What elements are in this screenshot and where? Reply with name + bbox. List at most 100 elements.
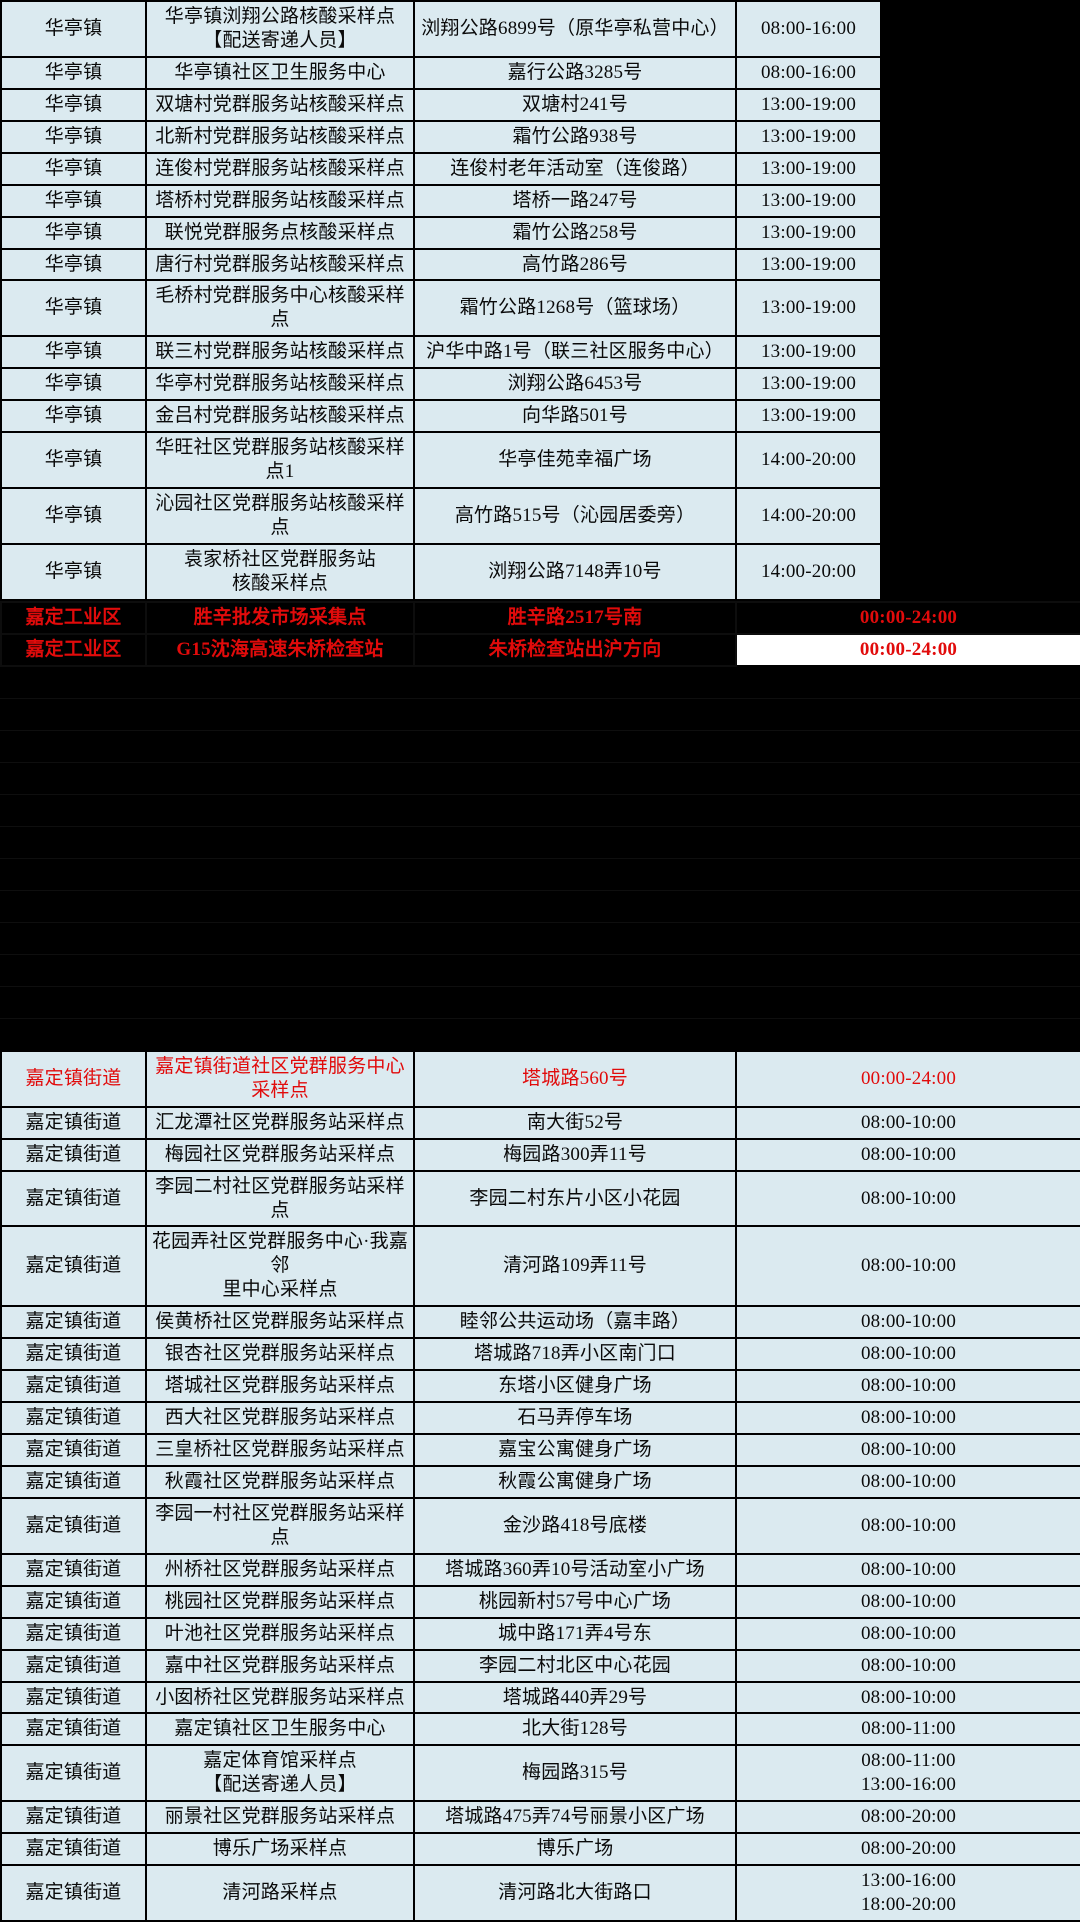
cell-town: 嘉定镇街道 [0, 1712, 147, 1747]
cell-time: 08:00-10:00 [735, 1433, 1080, 1467]
table-row: 华亭镇 华旺社区党群服务站核酸采样点1 华亭佳苑幸福广场 14:00-20:00 [0, 431, 882, 489]
table-row: 嘉定镇街道 州桥社区党群服务站采样点 塔城路360弄10号活动室小广场 08:00-1… [0, 1552, 1080, 1587]
cell-address: 秋霞公寓健身广场 [413, 1464, 737, 1499]
cell-time: 08:00-11:00 13:00-16:00 [735, 1744, 1080, 1803]
cell-time: 13:00-19:00 [735, 151, 882, 186]
table-row: 华亭镇 连俊村党群服务站核酸采样点 连俊村老年活动室（连俊路） 13:00-19:00 [0, 151, 882, 186]
cell-site-name: 丽景社区党群服务站采样点 [145, 1800, 415, 1835]
cell-address: 东塔小区健身广场 [413, 1369, 737, 1404]
cell-time: 13:00-16:00 18:00-20:00 [735, 1864, 1080, 1922]
cell-town: 嘉定镇街道 [0, 1225, 147, 1308]
cell-address: 李园二村北区中心花园 [413, 1648, 737, 1683]
cell-site-name: 州桥社区党群服务站采样点 [145, 1552, 415, 1587]
cell-town: 嘉定镇街道 [0, 1584, 147, 1619]
cell-address: 浏翔公路6453号 [413, 367, 737, 402]
cell-address: 高竹路286号 [413, 247, 737, 282]
cell-address: 向华路501号 [413, 399, 737, 434]
table-row: 嘉定工业区 胜辛批发市场采集点 胜辛路2517号南 00:00-24:00 [0, 600, 1080, 635]
cell-time: 08:00-10:00 [735, 1401, 1080, 1435]
cell-site-name: G15沈海高速朱桥检查站 [145, 632, 415, 667]
cell-town: 嘉定镇街道 [0, 1744, 147, 1803]
cell-address: 连俊村老年活动室（连俊路） [413, 151, 737, 186]
cell-site-name: 李园二村社区党群服务站采样点 [145, 1169, 415, 1228]
cell-site-name: 汇龙潭社区党群服务站采样点 [145, 1105, 415, 1140]
cell-time: 08:00-10:00 [735, 1305, 1080, 1340]
cell-town: 华亭镇 [0, 55, 147, 90]
cell-town: 嘉定镇街道 [0, 1105, 147, 1140]
cell-site-name: 小囡桥社区党群服务站采样点 [145, 1680, 415, 1715]
cell-town: 嘉定镇街道 [0, 1800, 147, 1835]
table-row: 嘉定镇街道 银杏社区党群服务站采样点 塔城路718弄小区南门口 08:00-10:00 [0, 1337, 1080, 1372]
cell-site-name: 侯黄桥社区党群服务站采样点 [145, 1305, 415, 1340]
cell-town: 嘉定镇街道 [0, 1049, 147, 1108]
cell-town: 嘉定镇街道 [0, 1305, 147, 1340]
cell-address: 嘉宝公寓健身广场 [413, 1433, 737, 1467]
cell-time: 00:00-24:00 [735, 632, 1080, 667]
cell-town: 华亭镇 [0, 367, 147, 402]
table-row: 华亭镇 毛桥村党群服务中心核酸采样点 霜竹公路1268号（篮球场） 13:00-19:… [0, 279, 882, 338]
cell-address: 塔城路560号 [413, 1049, 737, 1108]
cell-site-name: 北新村党群服务站核酸采样点 [145, 119, 415, 154]
cell-address: 塔城路440弄29号 [413, 1680, 737, 1715]
cell-site-name: 联三村党群服务站核酸采样点 [145, 335, 415, 370]
cell-town: 华亭镇 [0, 0, 147, 58]
cell-time: 14:00-20:00 [735, 487, 882, 545]
cell-time: 08:00-10:00 [735, 1169, 1080, 1228]
cell-town: 嘉定镇街道 [0, 1648, 147, 1683]
table-row: 嘉定镇街道 秋霞社区党群服务站采样点 秋霞公寓健身广场 08:00-10:00 [0, 1464, 1080, 1499]
cell-address: 李园二村东片小区小花园 [413, 1169, 737, 1228]
cell-site-name: 塔桥村党群服务站核酸采样点 [145, 183, 415, 218]
cell-time: 08:00-20:00 [735, 1832, 1080, 1867]
table-row: 华亭镇 华亭镇社区卫生服务中心 嘉行公路3285号 08:00-16:00 [0, 55, 882, 90]
cell-address: 清河路北大街路口 [413, 1864, 737, 1922]
cell-town: 华亭镇 [0, 335, 147, 370]
table-row: 嘉定镇街道 博乐广场采样点 博乐广场 08:00-20:00 [0, 1832, 1080, 1867]
table-row: 华亭镇 北新村党群服务站核酸采样点 霜竹公路938号 13:00-19:00 [0, 119, 882, 154]
cell-time: 13:00-19:00 [735, 399, 882, 434]
table-row: 嘉定镇街道 丽景社区党群服务站采样点 塔城路475弄74号丽景小区广场 08:00-2… [0, 1800, 1080, 1835]
table-row: 嘉定镇街道 嘉定镇街道社区党群服务中心 采样点 塔城路560号 00:00-24:00 [0, 1049, 1080, 1108]
industrial-zone-table: 嘉定工业区 胜辛批发市场采集点 胜辛路2517号南 00:00-24:00 嘉定工业区 G… [0, 600, 1080, 667]
cell-town: 嘉定镇街道 [0, 1832, 147, 1867]
cell-town: 嘉定镇街道 [0, 1864, 147, 1922]
cell-time: 08:00-20:00 [735, 1800, 1080, 1835]
cell-site-name: 博乐广场采样点 [145, 1832, 415, 1867]
cell-town: 华亭镇 [0, 183, 147, 218]
table-row: 华亭镇 联悦党群服务点核酸采样点 霜竹公路258号 13:00-19:00 [0, 215, 882, 250]
cell-site-name: 胜辛批发市场采集点 [145, 600, 415, 635]
cell-address: 霜竹公路258号 [413, 215, 737, 250]
cell-site-name: 清河路采样点 [145, 1864, 415, 1922]
table-row: 嘉定镇街道 塔城社区党群服务站采样点 东塔小区健身广场 08:00-10:00 [0, 1369, 1080, 1404]
cell-site-name: 嘉中社区党群服务站采样点 [145, 1648, 415, 1683]
table-row: 嘉定镇街道 小囡桥社区党群服务站采样点 塔城路440弄29号 08:00-10:00 [0, 1680, 1080, 1715]
huating-table: 华亭镇 华亭镇浏翔公路核酸采样点 【配送寄递人员】 浏翔公路6899号（原华亭私营中… [0, 0, 882, 601]
cell-site-name: 叶池社区党群服务站采样点 [145, 1616, 415, 1651]
cell-address: 北大街128号 [413, 1712, 737, 1747]
jiading-street-table: 嘉定镇街道 嘉定镇街道社区党群服务中心 采样点 塔城路560号 00:00-24:00… [0, 1049, 1080, 1922]
cell-address: 塔桥一路247号 [413, 183, 737, 218]
cell-town: 嘉定镇街道 [0, 1369, 147, 1404]
cell-site-name: 嘉定镇街道社区党群服务中心 采样点 [145, 1049, 415, 1108]
cell-time: 08:00-10:00 [735, 1552, 1080, 1587]
cell-site-name: 金吕村党群服务站核酸采样点 [145, 399, 415, 434]
cell-address: 浏翔公路6899号（原华亭私营中心） [413, 0, 737, 58]
cell-address: 朱桥检查站出沪方向 [413, 632, 737, 667]
cell-site-name: 联悦党群服务点核酸采样点 [145, 215, 415, 250]
table-row: 华亭镇 联三村党群服务站核酸采样点 沪华中路1号（联三社区服务中心） 13:00-19… [0, 335, 882, 370]
cell-town: 嘉定镇街道 [0, 1552, 147, 1587]
cell-time: 08:00-10:00 [735, 1616, 1080, 1651]
cell-address: 梅园路315号 [413, 1744, 737, 1803]
cell-address: 桃园新村57号中心广场 [413, 1584, 737, 1619]
cell-time: 08:00-11:00 [735, 1712, 1080, 1747]
cell-site-name: 沁园社区党群服务站核酸采样点 [145, 487, 415, 545]
cell-time: 08:00-10:00 [735, 1225, 1080, 1308]
cell-town: 华亭镇 [0, 542, 147, 601]
cell-town: 华亭镇 [0, 151, 147, 186]
cell-time: 08:00-10:00 [735, 1137, 1080, 1172]
table-row: 嘉定镇街道 汇龙潭社区党群服务站采样点 南大街52号 08:00-10:00 [0, 1105, 1080, 1140]
cell-site-name: 桃园社区党群服务站采样点 [145, 1584, 415, 1619]
black-gap-region [0, 666, 1080, 1050]
cell-time: 08:00-10:00 [735, 1464, 1080, 1499]
cell-site-name: 袁家桥社区党群服务站 核酸采样点 [145, 542, 415, 601]
cell-town: 嘉定镇街道 [0, 1169, 147, 1228]
